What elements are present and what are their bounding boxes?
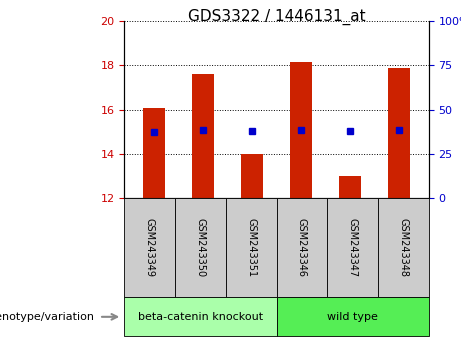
Bar	[290, 62, 312, 198]
Bar	[192, 74, 214, 198]
Bar	[388, 68, 410, 198]
Text: GSM243346: GSM243346	[297, 218, 307, 277]
Text: GSM243349: GSM243349	[145, 218, 155, 277]
Text: genotype/variation: genotype/variation	[0, 312, 95, 322]
Text: beta-catenin knockout: beta-catenin knockout	[138, 312, 263, 322]
Text: GSM243351: GSM243351	[246, 218, 256, 278]
Bar	[143, 108, 165, 198]
Bar	[241, 154, 263, 198]
Text: GSM243350: GSM243350	[195, 218, 206, 278]
Text: GDS3322 / 1446131_at: GDS3322 / 1446131_at	[188, 9, 366, 25]
Bar	[339, 176, 361, 198]
Text: GSM243348: GSM243348	[398, 218, 408, 277]
Text: wild type: wild type	[327, 312, 378, 322]
Text: GSM243347: GSM243347	[348, 218, 358, 278]
